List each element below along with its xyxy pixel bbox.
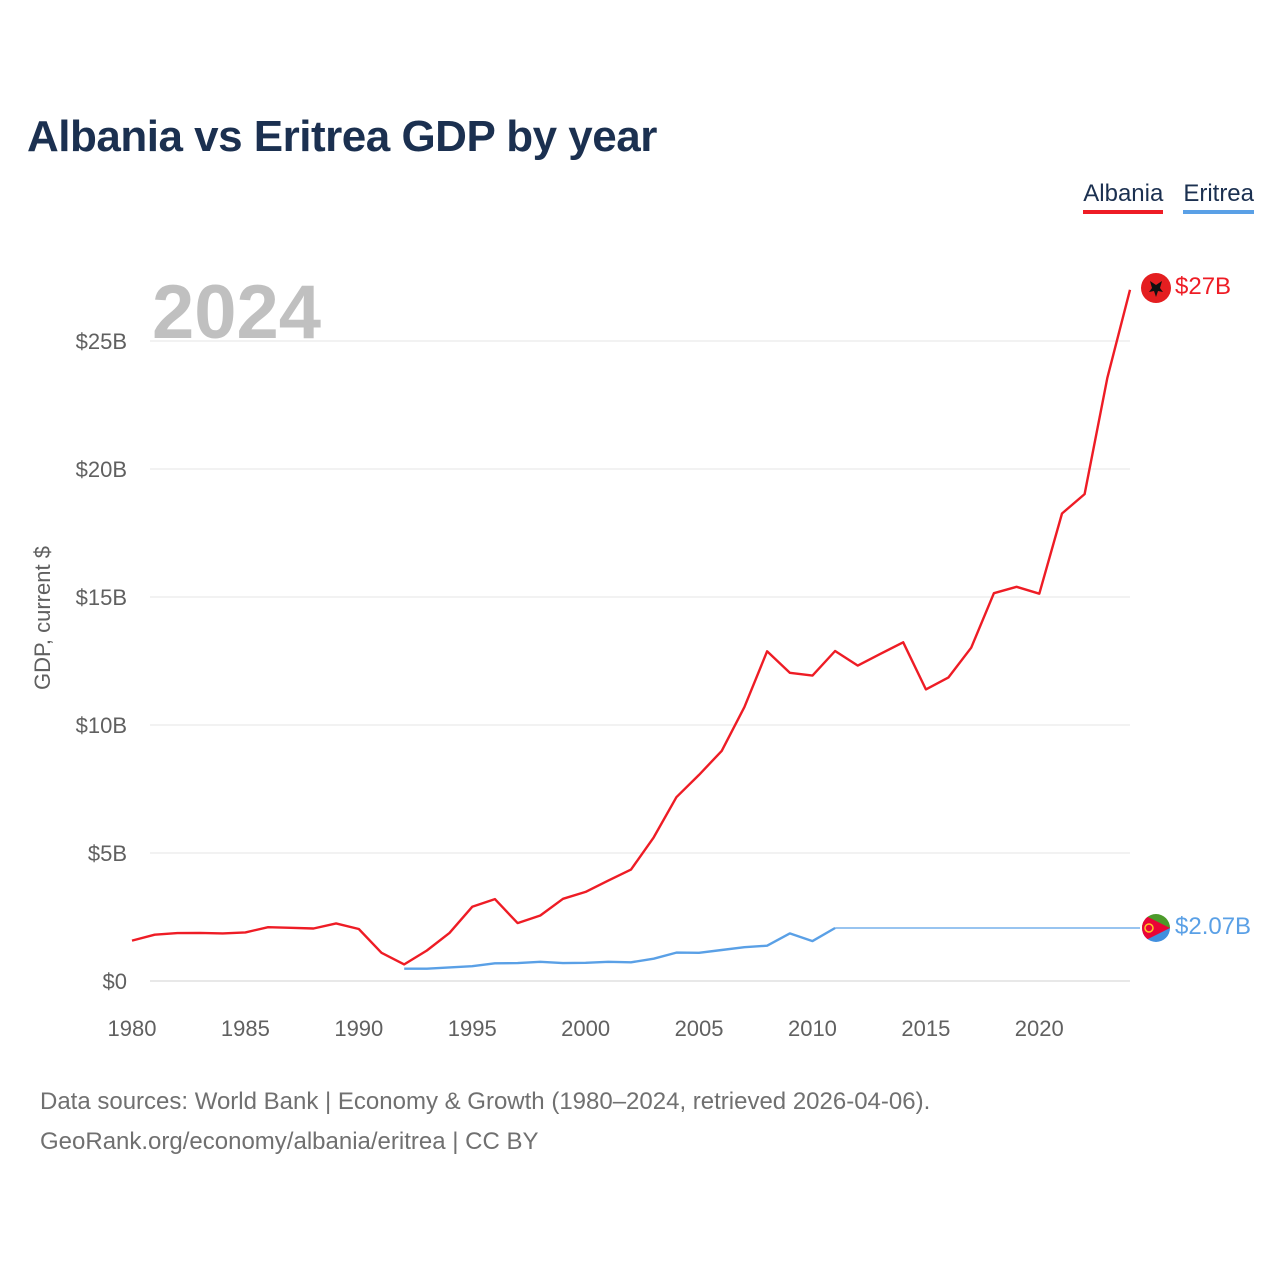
x-tick-label: 2020 [1015,1016,1064,1041]
x-tick-label: 1990 [334,1016,383,1041]
eritrea-flag-icon [1142,914,1170,942]
footer-attribution: GeoRank.org/economy/albania/eritrea | CC… [40,1128,539,1155]
albania-end-label: $27B [1175,273,1231,300]
chart-title: Albania vs Eritrea GDP by year [27,112,657,161]
legend-item-eritrea[interactable]: Eritrea [1183,180,1254,214]
legend: Albania Eritrea [1083,180,1254,214]
series-line-albania[interactable] [131,289,1132,966]
y-axis-label: GDP, current $ [30,546,55,690]
x-tick-label: 2015 [901,1016,950,1041]
x-axis-ticks: 1980 1985 1990 1995 2000 2005 2010 2015 2020 [108,1016,1064,1041]
x-tick-label: 2010 [788,1016,837,1041]
x-tick-label: 1980 [108,1016,157,1041]
y-tick-label: $15B [76,585,127,610]
x-tick-label: 1995 [448,1016,497,1041]
y-tick-label: $0 [103,969,127,994]
y-tick-label: $5B [88,841,127,866]
series-line-eritrea[interactable] [404,926,836,970]
x-tick-label: 2005 [675,1016,724,1041]
footer-sources: Data sources: World Bank | Economy & Gro… [40,1088,931,1115]
x-tick-label: 1985 [221,1016,270,1041]
y-tick-label: $20B [76,457,127,482]
y-tick-label: $25B [76,329,127,354]
grid-lines [150,340,1130,982]
y-axis-ticks: $0 $5B $10B $15B $20B $25B [76,329,127,994]
year-watermark: 2024 [152,270,321,355]
x-tick-label: 2000 [561,1016,610,1041]
albania-flag-icon [1141,273,1171,303]
eritrea-end-label: $2.07B [1175,913,1251,940]
series-layer [131,289,1140,970]
legend-item-albania[interactable]: Albania [1083,180,1164,214]
footer: Data sources: World Bank | Economy & Gro… [40,1082,930,1162]
y-tick-label: $10B [76,713,127,738]
